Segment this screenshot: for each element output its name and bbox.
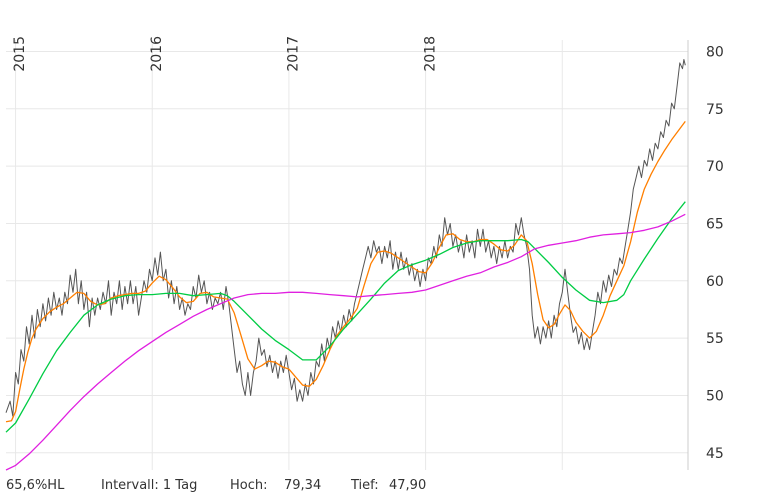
- y-tick-label: 45: [706, 446, 724, 462]
- high-label: Hoch:: [230, 478, 268, 493]
- interval-label: Intervall: 1 Tag: [101, 478, 198, 493]
- y-tick-label: 75: [706, 102, 724, 118]
- y-tick-label: 80: [706, 44, 724, 60]
- x-tick-label: 2015: [12, 36, 28, 72]
- x-tick-label: 2016: [149, 36, 165, 72]
- series-line-price: [5, 59, 686, 417]
- chart-plot: 455055606570758020142015201620172018: [5, 36, 724, 471]
- x-tick-label: 2018: [422, 36, 438, 72]
- y-tick-label: 60: [706, 274, 724, 290]
- low-value: 47,90: [389, 478, 427, 493]
- y-tick-label: 70: [706, 159, 724, 175]
- range-label: 65,6%HL: [6, 478, 65, 493]
- series-line-ma-magenta: [5, 213, 686, 471]
- low-label: Tief:: [351, 478, 379, 493]
- high-value: 79,34: [284, 478, 322, 493]
- series-line-ma-green: [5, 201, 686, 433]
- chart-footer: 65,6%HL Intervall: 1 Tag Hoch: 79,34 Tie…: [0, 476, 763, 498]
- series-line-ma-orange: [5, 121, 686, 423]
- x-tick-label: 2017: [286, 36, 302, 72]
- y-tick-label: 55: [706, 331, 724, 347]
- y-tick-label: 50: [706, 388, 724, 404]
- y-tick-label: 65: [706, 216, 724, 232]
